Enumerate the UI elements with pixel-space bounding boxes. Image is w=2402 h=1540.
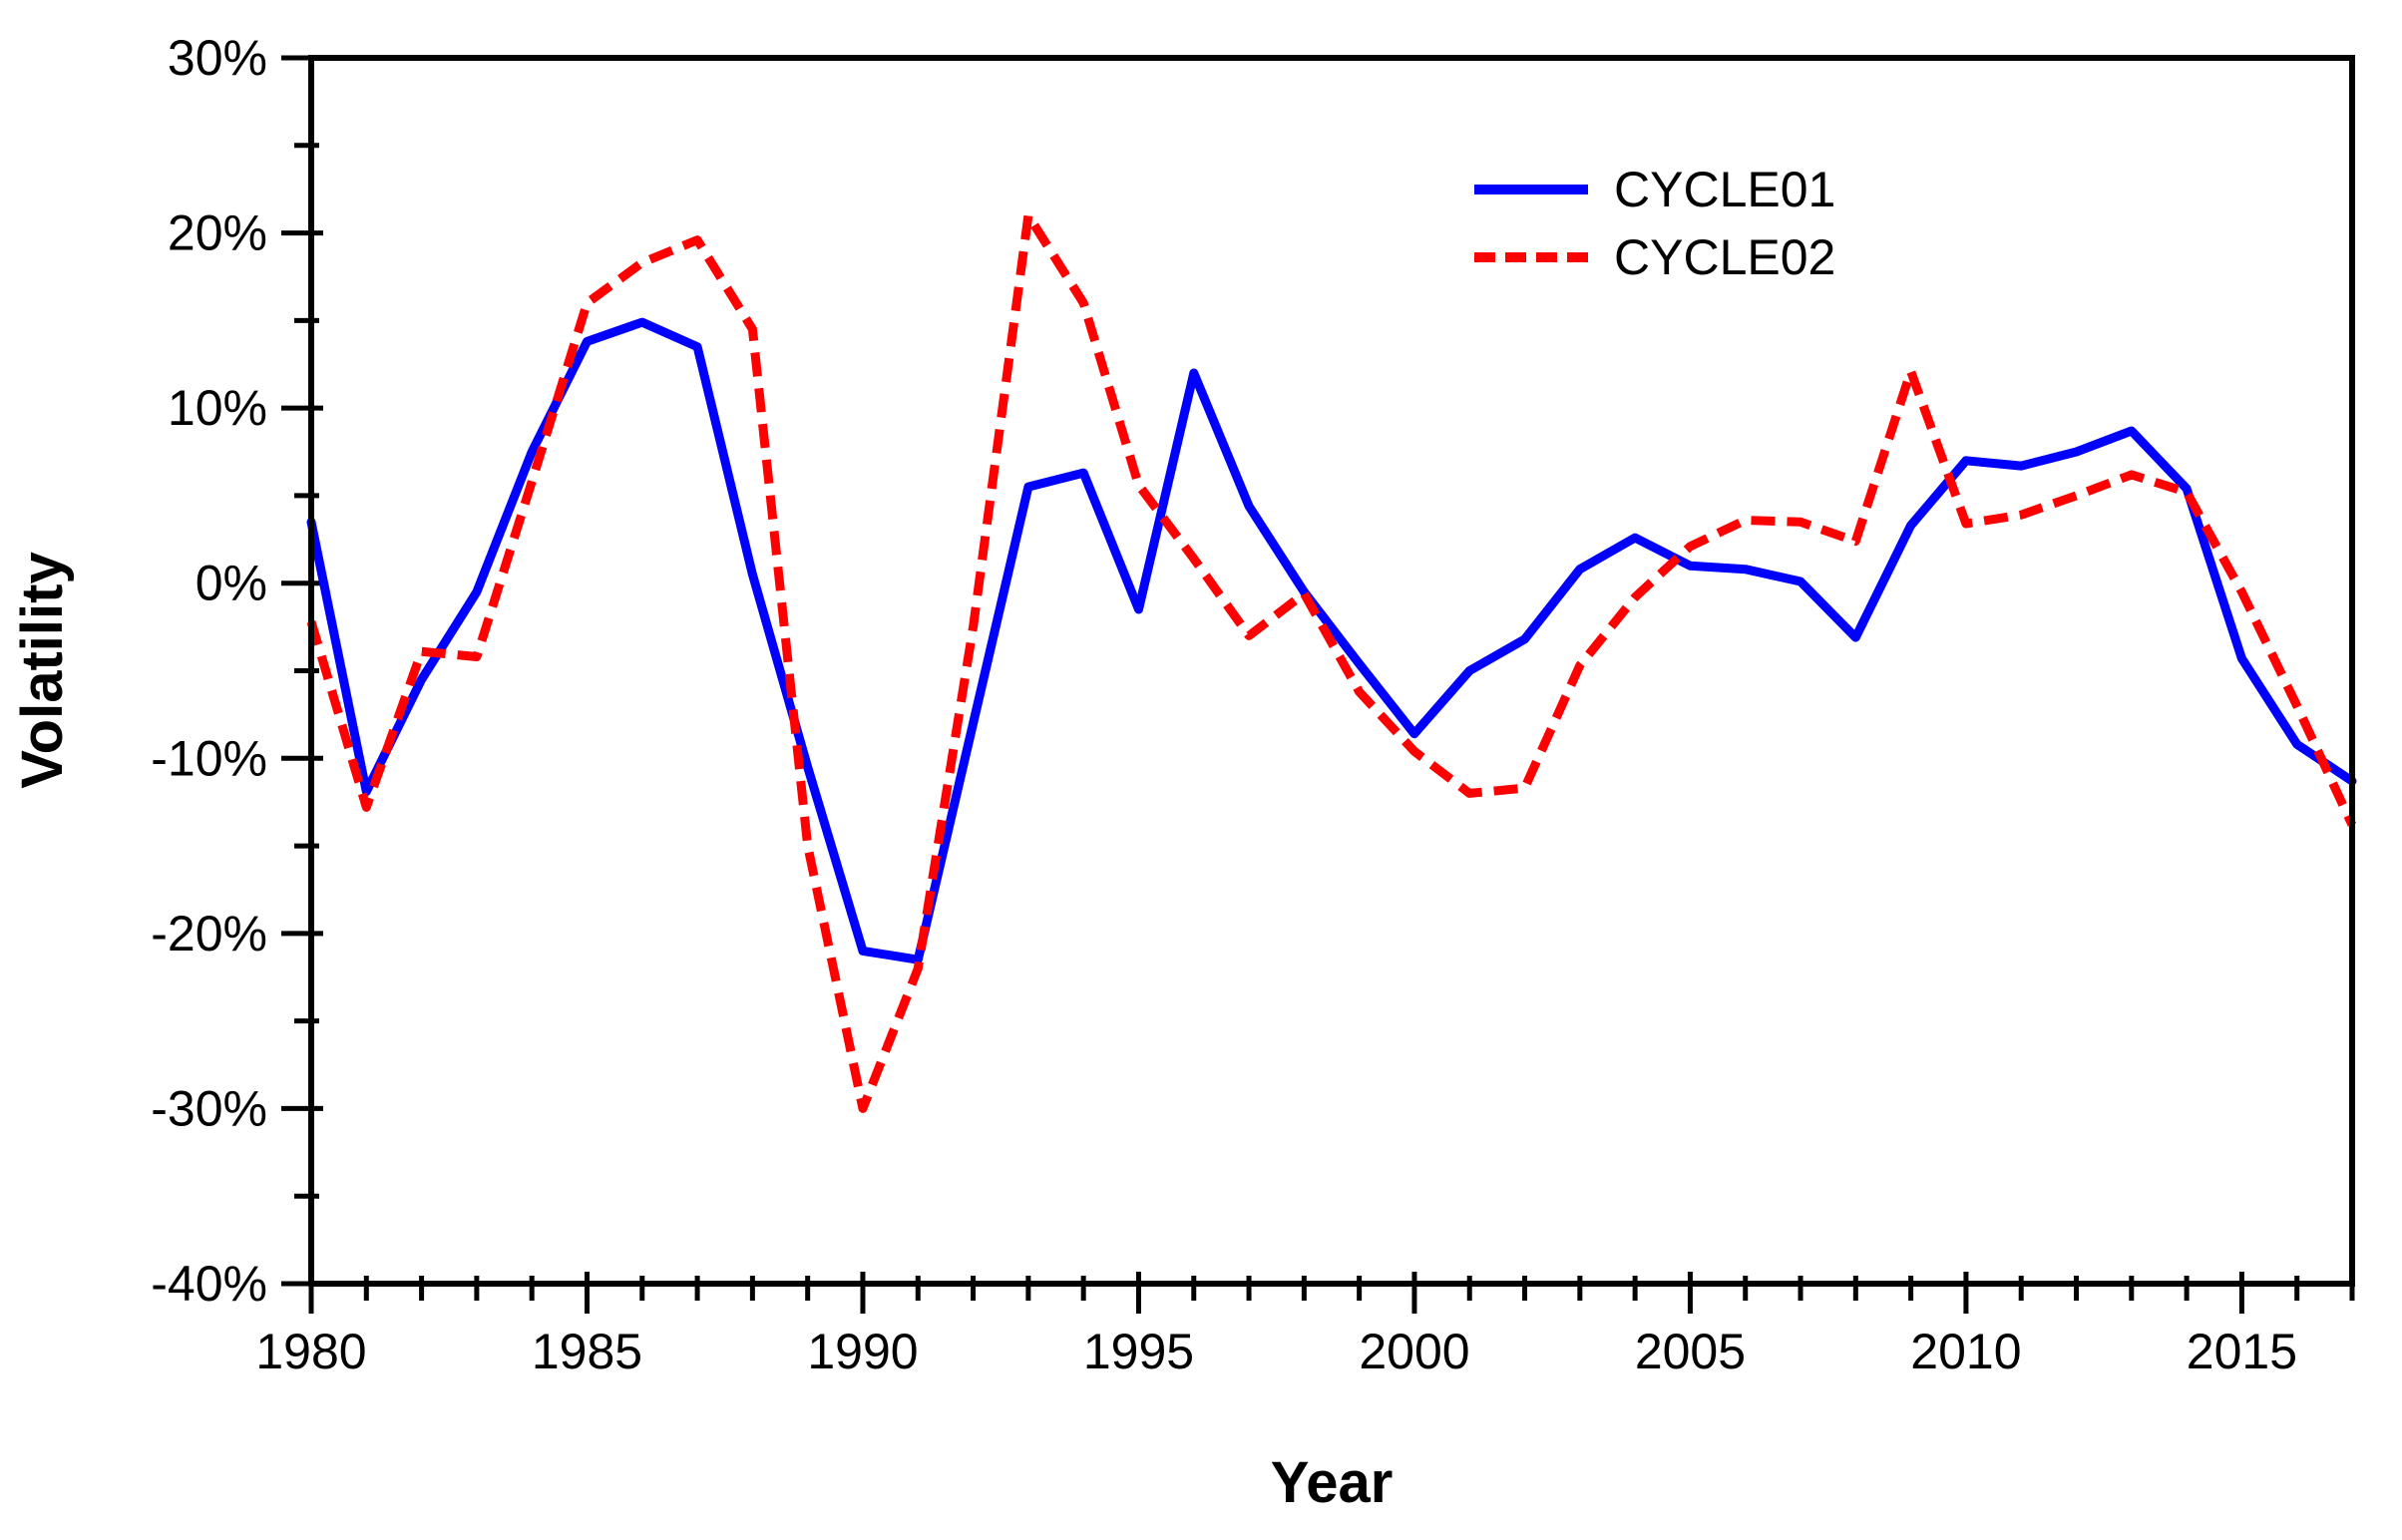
x-tick-label: 1990: [807, 1324, 918, 1379]
x-tick-label: 2010: [1910, 1324, 2021, 1379]
y-tick-label: -40%: [151, 1256, 267, 1312]
legend: CYCLE01 CYCLE02: [1474, 162, 1835, 285]
y-tick-label: 20%: [168, 205, 267, 261]
x-tick-label: 2015: [2187, 1324, 2297, 1379]
legend-label: CYCLE02: [1614, 229, 1835, 285]
y-tick-label: 10%: [168, 380, 267, 436]
x-tick-label: 1995: [1083, 1324, 1194, 1379]
plot-frame-rect: [308, 55, 2355, 1287]
series-line-cycle01: [306, 317, 2357, 964]
y-tick-label: -30%: [151, 1080, 267, 1136]
legend-item-cycle01: CYCLE01: [1474, 162, 1835, 217]
x-tick-label: 1980: [255, 1324, 366, 1379]
x-tick-label: 1985: [532, 1324, 642, 1379]
series-lines: [306, 210, 2357, 1113]
axis-ticks: [281, 55, 2355, 1314]
x-tick-label: 2005: [1635, 1324, 1746, 1379]
tick-labels: 1980 1985 1990 1995 2000 2005 2010 2015 30% 20% 10…: [151, 30, 2297, 1379]
series-line-cycle02: [306, 210, 2357, 1113]
y-tick-label: -20%: [151, 906, 267, 962]
plot-frame: [308, 55, 2355, 1287]
y-axis-title: Volatility: [10, 552, 75, 788]
y-tick-label: 0%: [196, 556, 267, 611]
x-tick-label: 2000: [1359, 1324, 1469, 1379]
y-tick-label: -10%: [151, 730, 267, 786]
y-tick-label: 30%: [168, 30, 267, 86]
legend-item-cycle02: CYCLE02: [1474, 229, 1835, 285]
x-axis-title: Year: [1271, 1450, 1394, 1515]
legend-label: CYCLE01: [1614, 162, 1835, 217]
